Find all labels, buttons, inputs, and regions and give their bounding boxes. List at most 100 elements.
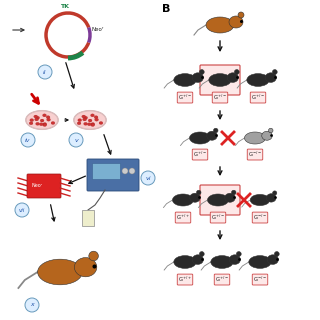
Ellipse shape bbox=[196, 190, 201, 195]
FancyBboxPatch shape bbox=[87, 159, 139, 191]
Ellipse shape bbox=[78, 119, 82, 122]
Ellipse shape bbox=[51, 122, 55, 124]
Ellipse shape bbox=[91, 114, 94, 117]
Text: G$^{-/-}$: G$^{-/-}$ bbox=[248, 150, 262, 159]
Ellipse shape bbox=[250, 194, 270, 205]
Ellipse shape bbox=[199, 69, 204, 74]
Ellipse shape bbox=[249, 256, 271, 268]
Text: vi: vi bbox=[145, 175, 151, 180]
Ellipse shape bbox=[89, 251, 99, 261]
Ellipse shape bbox=[87, 123, 91, 126]
Ellipse shape bbox=[46, 116, 50, 119]
Ellipse shape bbox=[267, 255, 278, 264]
Text: G$^{+/-}$: G$^{+/-}$ bbox=[211, 213, 225, 222]
Ellipse shape bbox=[262, 131, 272, 140]
Text: vii: vii bbox=[19, 207, 25, 212]
Ellipse shape bbox=[43, 124, 47, 126]
Ellipse shape bbox=[40, 119, 44, 122]
Ellipse shape bbox=[227, 73, 238, 82]
Ellipse shape bbox=[265, 73, 276, 82]
Ellipse shape bbox=[34, 115, 38, 118]
FancyBboxPatch shape bbox=[27, 174, 61, 198]
Ellipse shape bbox=[43, 114, 46, 117]
Ellipse shape bbox=[74, 111, 106, 129]
Ellipse shape bbox=[94, 116, 98, 119]
Ellipse shape bbox=[39, 123, 43, 126]
Ellipse shape bbox=[77, 122, 81, 125]
Ellipse shape bbox=[30, 119, 34, 122]
Ellipse shape bbox=[207, 194, 228, 206]
Ellipse shape bbox=[192, 255, 204, 264]
Text: ii: ii bbox=[43, 69, 47, 75]
Bar bbox=[82, 210, 94, 226]
Text: x: x bbox=[30, 302, 34, 308]
Ellipse shape bbox=[38, 259, 83, 285]
Text: G$^{-/-}$: G$^{-/-}$ bbox=[253, 213, 267, 222]
Ellipse shape bbox=[229, 255, 240, 264]
Ellipse shape bbox=[236, 252, 241, 256]
Ellipse shape bbox=[26, 111, 58, 129]
Ellipse shape bbox=[211, 256, 233, 268]
Text: G$^{+/-}$: G$^{+/-}$ bbox=[213, 93, 227, 102]
Ellipse shape bbox=[189, 132, 211, 144]
Ellipse shape bbox=[234, 69, 239, 74]
Text: v: v bbox=[74, 138, 78, 142]
Ellipse shape bbox=[272, 69, 277, 74]
Ellipse shape bbox=[207, 131, 217, 140]
Ellipse shape bbox=[266, 194, 276, 202]
Ellipse shape bbox=[88, 119, 92, 122]
FancyBboxPatch shape bbox=[200, 65, 240, 95]
Text: G$^{-/-}$: G$^{-/-}$ bbox=[253, 275, 267, 284]
Ellipse shape bbox=[84, 116, 88, 119]
Ellipse shape bbox=[199, 252, 204, 256]
Text: G$^{+/+}$: G$^{+/+}$ bbox=[176, 213, 190, 222]
Text: G$^{+/-}$: G$^{+/-}$ bbox=[215, 275, 229, 284]
Text: G$^{+/-}$: G$^{+/-}$ bbox=[178, 93, 192, 102]
Ellipse shape bbox=[174, 256, 196, 268]
Ellipse shape bbox=[172, 194, 194, 206]
Ellipse shape bbox=[84, 122, 87, 125]
Circle shape bbox=[15, 203, 29, 217]
Circle shape bbox=[141, 171, 155, 185]
Circle shape bbox=[38, 65, 52, 79]
Circle shape bbox=[21, 133, 35, 147]
Ellipse shape bbox=[91, 123, 95, 125]
Ellipse shape bbox=[275, 252, 279, 256]
Ellipse shape bbox=[238, 12, 244, 18]
Bar bbox=[92, 163, 120, 179]
Ellipse shape bbox=[225, 193, 235, 202]
Ellipse shape bbox=[82, 115, 86, 118]
Ellipse shape bbox=[244, 132, 266, 144]
Ellipse shape bbox=[99, 122, 103, 124]
Ellipse shape bbox=[74, 258, 97, 277]
Ellipse shape bbox=[35, 118, 38, 121]
Ellipse shape bbox=[36, 116, 40, 119]
Text: G$^{+/-}$: G$^{+/-}$ bbox=[193, 150, 207, 159]
Ellipse shape bbox=[83, 118, 86, 121]
Ellipse shape bbox=[29, 122, 33, 125]
Circle shape bbox=[122, 168, 128, 174]
Text: TK: TK bbox=[60, 4, 69, 9]
Ellipse shape bbox=[95, 118, 99, 121]
Ellipse shape bbox=[91, 124, 95, 126]
Text: G$^{+/-}$: G$^{+/-}$ bbox=[251, 93, 265, 102]
Ellipse shape bbox=[231, 190, 236, 195]
Ellipse shape bbox=[213, 128, 218, 133]
Ellipse shape bbox=[268, 128, 273, 133]
FancyBboxPatch shape bbox=[200, 185, 240, 215]
Ellipse shape bbox=[192, 73, 204, 82]
Ellipse shape bbox=[206, 17, 234, 33]
Text: G$^{+/+}$: G$^{+/+}$ bbox=[178, 275, 192, 284]
Ellipse shape bbox=[43, 123, 47, 125]
Text: iv: iv bbox=[25, 138, 31, 142]
Text: Neoʳ: Neoʳ bbox=[32, 183, 43, 188]
Ellipse shape bbox=[190, 193, 200, 202]
Ellipse shape bbox=[47, 118, 51, 121]
Ellipse shape bbox=[36, 122, 39, 125]
Ellipse shape bbox=[174, 74, 196, 86]
Circle shape bbox=[25, 298, 39, 312]
Circle shape bbox=[69, 133, 83, 147]
Ellipse shape bbox=[273, 191, 277, 195]
Text: Neoʳ: Neoʳ bbox=[91, 27, 103, 32]
Text: B: B bbox=[162, 4, 170, 14]
